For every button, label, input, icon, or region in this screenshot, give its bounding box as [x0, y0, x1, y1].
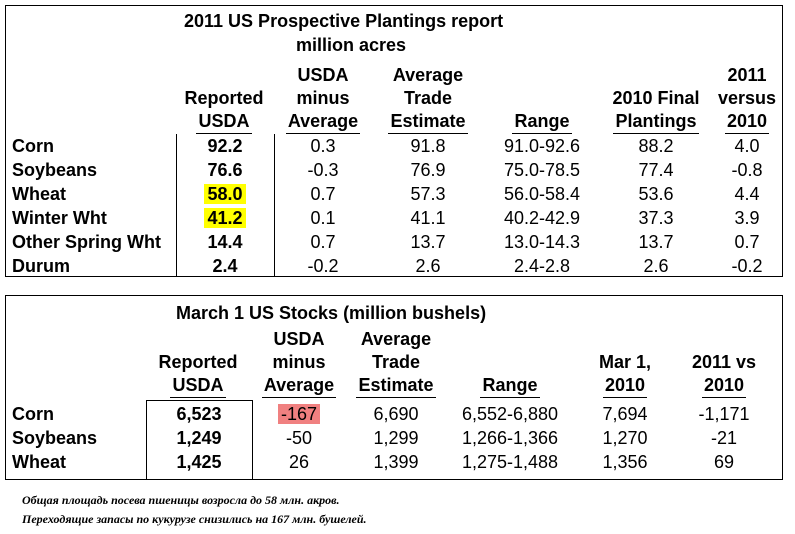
range-value: 1,275-1,488 — [461, 452, 559, 472]
table-row: Corn 92.2 0.3 91.8 91.0-92.6 88.2 4.0 — [6, 134, 782, 158]
stocks-title: March 1 US Stocks (million bushels) — [176, 303, 487, 323]
versus-value: 4.0 — [734, 136, 760, 156]
range-value: 6,552-6,880 — [461, 404, 559, 424]
versus-value: 3.9 — [734, 208, 760, 228]
final-value: 37.3 — [638, 208, 674, 228]
header-average-trade-estimate: Average Trade Estimate — [376, 58, 480, 134]
header-average-trade-estimate: Average Trade Estimate — [346, 324, 446, 398]
reported-value: 1,249 — [176, 428, 222, 448]
reported-value: 1,425 — [176, 452, 222, 472]
vs-value: -1,171 — [698, 404, 750, 424]
final-value: 2.6 — [643, 256, 669, 276]
mar1-value: 1,356 — [602, 452, 648, 472]
minus-value: 26 — [288, 452, 310, 472]
avg-value: 13.7 — [410, 232, 446, 252]
final-value: 77.4 — [638, 160, 674, 180]
header-range: Range — [486, 58, 598, 134]
header-2010-final-plantings: 2010 Final Plantings — [600, 58, 712, 134]
row-label: Soybeans — [12, 160, 98, 180]
minus-value: 0.3 — [310, 136, 336, 156]
range-value: 1,266-1,366 — [461, 428, 559, 448]
range-value: 40.2-42.9 — [503, 208, 581, 228]
header-mar-1-2010: Mar 1, 2010 — [584, 324, 666, 398]
versus-value: -0.8 — [731, 160, 763, 180]
range-value: 75.0-78.5 — [503, 160, 581, 180]
table-row: Soybeans 76.6 -0.3 76.9 75.0-78.5 77.4 -… — [6, 158, 782, 182]
versus-value: 0.7 — [734, 232, 760, 252]
header-usda-minus-average: USDA minus Average — [278, 58, 368, 134]
row-label: Wheat — [12, 452, 66, 472]
range-value: 2.4-2.8 — [513, 256, 571, 276]
row-label: Winter Wht — [12, 208, 107, 228]
table-row: Soybeans 1,249 -50 1,299 1,266-1,366 1,2… — [6, 426, 782, 450]
avg-value: 6,690 — [373, 404, 419, 424]
reported-value-highlighted: 41.2 — [176, 206, 274, 230]
minus-value: -50 — [285, 428, 312, 448]
minus-value: 0.1 — [310, 208, 336, 228]
final-value: 13.7 — [638, 232, 674, 252]
reported-value-highlighted: 58.0 — [176, 182, 274, 206]
table-row: Winter Wht 41.2 0.1 41.1 40.2-42.9 37.3 … — [6, 206, 782, 230]
range-value: 13.0-14.3 — [503, 232, 581, 252]
avg-value: 91.8 — [410, 136, 446, 156]
reported-value: 76.6 — [207, 160, 243, 180]
versus-value: -0.2 — [731, 256, 763, 276]
reported-value: 2.4 — [212, 256, 238, 276]
table-row: Wheat 58.0 0.7 57.3 56.0-58.4 53.6 4.4 — [6, 182, 782, 206]
stocks-table: March 1 US Stocks (million bushels) Repo… — [5, 295, 783, 480]
avg-value: 1,299 — [373, 428, 419, 448]
header-2011-versus-2010: 2011 versus 2010 — [712, 58, 782, 134]
row-label: Soybeans — [12, 428, 98, 448]
row-label: Durum — [12, 256, 70, 276]
table-row: Corn 6,523 -167 6,690 6,552-6,880 7,694 … — [6, 402, 782, 426]
plantings-table: 2011 US Prospective Plantings report mil… — [5, 5, 783, 277]
avg-value: 2.6 — [415, 256, 441, 276]
minus-value-highlighted: -167 — [254, 402, 344, 426]
row-label: Corn — [12, 404, 54, 424]
versus-value: 4.4 — [734, 184, 760, 204]
table-row: Wheat 1,425 26 1,399 1,275-1,488 1,356 6… — [6, 450, 782, 474]
avg-value: 76.9 — [410, 160, 446, 180]
minus-value: 0.7 — [310, 184, 336, 204]
plantings-subtitle: million acres — [296, 35, 407, 55]
minus-value: -0.3 — [307, 160, 339, 180]
row-label: Wheat — [12, 184, 66, 204]
range-value: 56.0-58.4 — [503, 184, 581, 204]
header-reported-usda: Reported USDA — [174, 58, 274, 134]
note-corn-stocks: Переходящие запасы по кукурузе снизились… — [22, 512, 367, 526]
final-value: 88.2 — [638, 136, 674, 156]
final-value: 53.6 — [638, 184, 674, 204]
reported-value: 14.4 — [207, 232, 243, 252]
minus-value: -0.2 — [307, 256, 339, 276]
minus-value: 0.7 — [310, 232, 336, 252]
range-value: 91.0-92.6 — [503, 136, 581, 156]
mar1-value: 7,694 — [602, 404, 648, 424]
header-usda-minus-average: USDA minus Average — [254, 324, 344, 398]
table-row: Other Spring Wht 14.4 0.7 13.7 13.0-14.3… — [6, 230, 782, 254]
reported-value: 92.2 — [207, 136, 243, 156]
avg-value: 1,399 — [373, 452, 419, 472]
vs-value: 69 — [713, 452, 735, 472]
table-row: Durum 2.4 -0.2 2.6 2.4-2.8 2.6 -0.2 — [6, 254, 782, 278]
mar1-value: 1,270 — [602, 428, 648, 448]
row-label: Other Spring Wht — [12, 232, 161, 252]
plantings-title: 2011 US Prospective Plantings report — [184, 11, 504, 31]
avg-value: 41.1 — [410, 208, 446, 228]
avg-value: 57.3 — [410, 184, 446, 204]
header-2011-vs-2010: 2011 vs 2010 — [674, 324, 774, 398]
header-reported-usda: Reported USDA — [146, 324, 250, 398]
header-range: Range — [446, 324, 574, 398]
row-label: Corn — [12, 136, 54, 156]
note-wheat-acreage: Общая площадь посева пшеницы возросла до… — [22, 493, 340, 507]
reported-value: 6,523 — [176, 404, 222, 424]
vs-value: -21 — [710, 428, 737, 448]
